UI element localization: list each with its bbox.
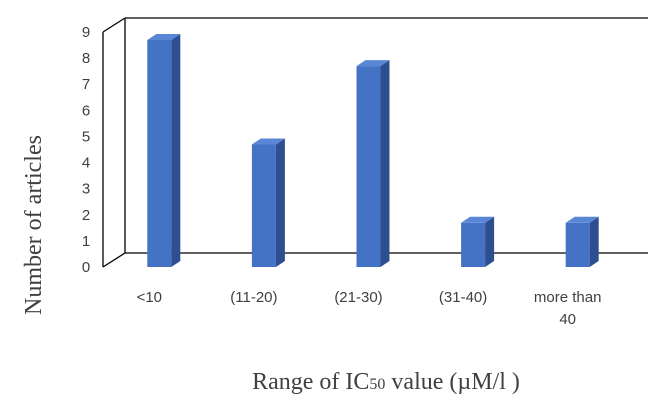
- bar-side: [380, 60, 390, 267]
- y-tick-label: 6: [82, 102, 90, 119]
- bars: [147, 34, 599, 267]
- bar-top: [565, 216, 599, 223]
- bar: [147, 34, 181, 267]
- bar-front: [461, 222, 486, 267]
- bar: [356, 60, 390, 267]
- bar-front: [565, 222, 590, 267]
- y-tick-label: 9: [82, 24, 90, 41]
- y-tick-label: 1: [82, 233, 90, 250]
- x-tick-label: more than 40: [534, 289, 602, 328]
- chart-frame: [102, 17, 648, 268]
- bar-front: [356, 66, 381, 267]
- x-axis-title: Range of IC50 value (µM/l ): [252, 369, 520, 395]
- bar-side: [171, 34, 181, 267]
- bar-side: [485, 216, 495, 267]
- bar-top: [356, 60, 390, 67]
- bar-top: [147, 34, 181, 40]
- y-tick-label: 2: [82, 207, 90, 224]
- y-tick-label: 0: [82, 259, 90, 276]
- bar: [251, 138, 285, 267]
- x-tick-label: (31-40): [439, 289, 487, 306]
- x-tick-label: <10: [137, 289, 162, 306]
- y-axis-ticks: 0 1 2 3 4 5 6 7 8 9: [82, 24, 90, 276]
- frame-line-5: [102, 17, 126, 33]
- x-axis-ticks: <10 (11-20) (21-30) (31-40) more than 40: [137, 289, 602, 328]
- bar-top: [251, 138, 285, 145]
- bar: [461, 216, 495, 267]
- bar-side: [589, 216, 599, 267]
- y-tick-label: 8: [82, 50, 90, 67]
- bar-front: [147, 40, 172, 267]
- bar: [565, 216, 599, 267]
- y-tick-label: 4: [82, 155, 90, 172]
- y-tick-label: 5: [82, 128, 90, 145]
- y-axis-title: Number of articles: [21, 135, 47, 315]
- x-tick-label: (11-20): [230, 289, 277, 306]
- bar-top: [461, 216, 495, 223]
- y-tick-label: 3: [82, 181, 90, 198]
- y-tick-label: 7: [82, 76, 90, 93]
- bar-front: [251, 144, 276, 267]
- frame-line-0: [102, 252, 126, 268]
- x-tick-label: (21-30): [334, 289, 382, 306]
- bar-side: [275, 138, 285, 267]
